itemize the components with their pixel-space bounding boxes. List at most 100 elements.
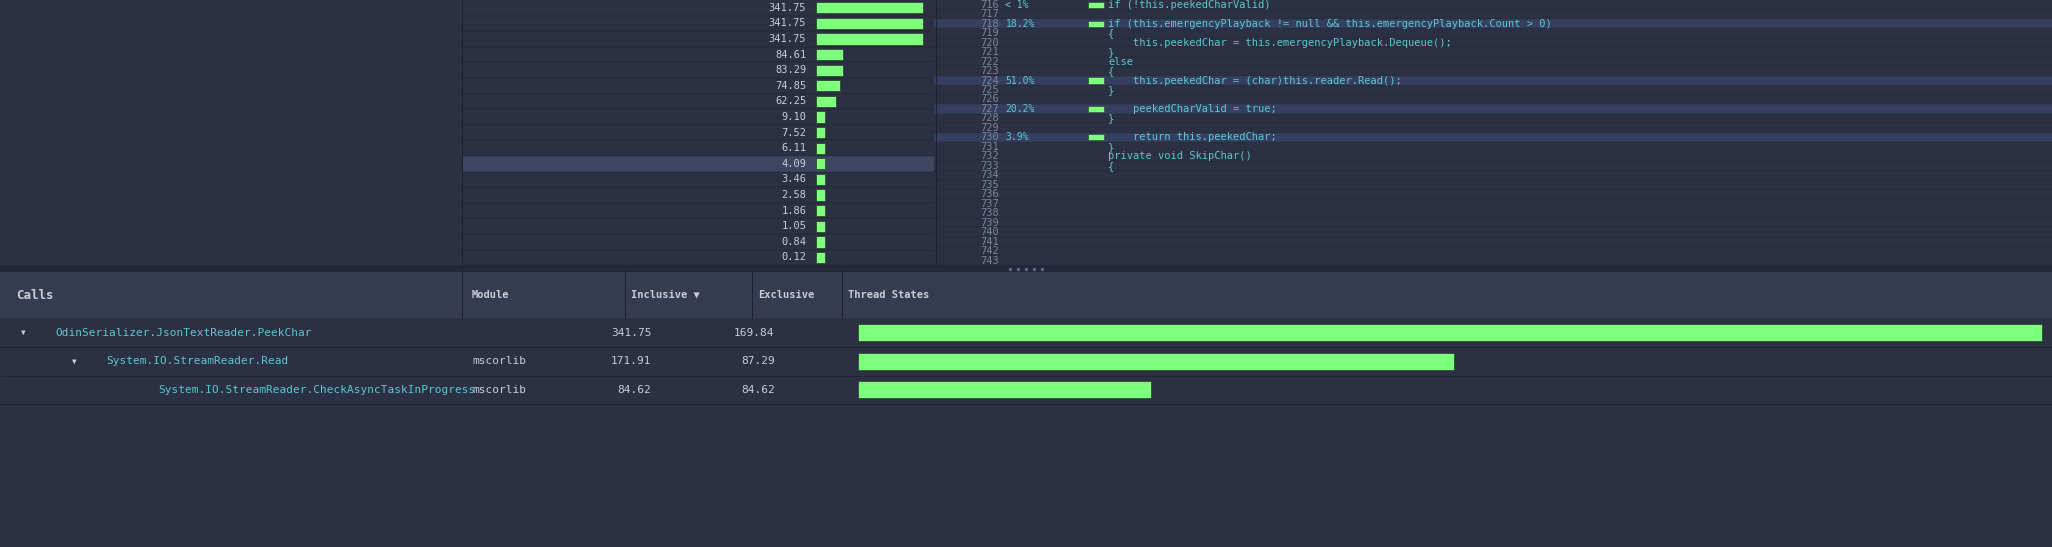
Text: System.IO.StreamReader.Read: System.IO.StreamReader.Read (107, 356, 289, 366)
FancyBboxPatch shape (817, 18, 923, 29)
Text: Thread States: Thread States (847, 290, 930, 300)
Text: 727: 727 (981, 104, 999, 114)
Text: peekedCharValid = true;: peekedCharValid = true; (1108, 104, 1276, 114)
Text: 0.12: 0.12 (782, 253, 806, 263)
FancyBboxPatch shape (817, 2, 923, 14)
Text: ▼: ▼ (21, 328, 25, 337)
FancyBboxPatch shape (817, 49, 843, 60)
FancyBboxPatch shape (0, 265, 2052, 272)
Text: 742: 742 (981, 246, 999, 256)
Text: return this.peekedChar;: return this.peekedChar; (1108, 132, 1276, 142)
FancyBboxPatch shape (817, 33, 923, 45)
Text: 737: 737 (981, 199, 999, 209)
Text: }: } (1108, 85, 1114, 95)
Text: 733: 733 (981, 161, 999, 171)
FancyBboxPatch shape (934, 132, 2052, 142)
FancyBboxPatch shape (817, 127, 825, 138)
Text: 341.75: 341.75 (611, 328, 650, 337)
Text: mscorlib: mscorlib (472, 356, 525, 366)
Text: 732: 732 (981, 152, 999, 161)
Text: mscorlib: mscorlib (472, 385, 525, 395)
FancyBboxPatch shape (858, 381, 1151, 398)
Text: Inclusive ▼: Inclusive ▼ (630, 290, 700, 300)
Text: ▼: ▼ (72, 357, 76, 366)
Text: 84.62: 84.62 (741, 385, 776, 395)
Text: System.IO.StreamReader.CheckAsyncTaskInProgress: System.IO.StreamReader.CheckAsyncTaskInP… (158, 385, 476, 395)
Text: < 1%: < 1% (1005, 0, 1028, 10)
Text: {: { (1108, 161, 1114, 171)
FancyBboxPatch shape (0, 272, 2052, 318)
Text: if (this.emergencyPlayback != null && this.emergencyPlayback.Count > 0): if (this.emergencyPlayback != null && th… (1108, 19, 1551, 28)
Text: 743: 743 (981, 255, 999, 265)
Text: 84.62: 84.62 (618, 385, 650, 395)
Text: 724: 724 (981, 75, 999, 85)
Text: 84.61: 84.61 (776, 50, 806, 60)
Text: {: { (1108, 66, 1114, 76)
FancyBboxPatch shape (934, 104, 2052, 114)
FancyBboxPatch shape (858, 324, 2042, 341)
Text: else: else (1108, 56, 1133, 67)
Text: 735: 735 (981, 180, 999, 190)
Text: 18.2%: 18.2% (1005, 19, 1034, 28)
Text: 6.11: 6.11 (782, 143, 806, 153)
FancyBboxPatch shape (858, 353, 1453, 370)
Text: 341.75: 341.75 (770, 19, 806, 28)
Text: private void SkipChar(): private void SkipChar() (1108, 152, 1252, 161)
FancyBboxPatch shape (817, 205, 825, 216)
FancyBboxPatch shape (462, 156, 934, 172)
Text: 83.29: 83.29 (776, 65, 806, 75)
Text: 723: 723 (981, 66, 999, 76)
Text: 9.10: 9.10 (782, 112, 806, 122)
Text: 738: 738 (981, 208, 999, 218)
FancyBboxPatch shape (817, 252, 825, 263)
Text: 725: 725 (981, 85, 999, 95)
FancyBboxPatch shape (934, 76, 2052, 85)
Text: this.peekedChar = (char)this.reader.Read();: this.peekedChar = (char)this.reader.Read… (1108, 75, 1402, 85)
Text: 341.75: 341.75 (770, 34, 806, 44)
FancyBboxPatch shape (817, 112, 825, 123)
Text: Module: Module (472, 290, 509, 300)
FancyBboxPatch shape (817, 220, 825, 232)
Text: 728: 728 (981, 113, 999, 124)
FancyBboxPatch shape (817, 65, 843, 76)
Text: 2.58: 2.58 (782, 190, 806, 200)
Text: 731: 731 (981, 142, 999, 152)
FancyBboxPatch shape (817, 189, 825, 201)
Text: 726: 726 (981, 95, 999, 104)
Text: 341.75: 341.75 (770, 3, 806, 13)
FancyBboxPatch shape (1088, 78, 1104, 84)
Text: 717: 717 (981, 9, 999, 19)
Text: 4.09: 4.09 (782, 159, 806, 169)
Text: 718: 718 (981, 19, 999, 28)
Text: {: { (1108, 28, 1114, 38)
Text: 7.52: 7.52 (782, 127, 806, 138)
Text: }: } (1108, 113, 1114, 124)
FancyBboxPatch shape (934, 19, 2052, 28)
Text: this.peekedChar = this.emergencyPlayback.Dequeue();: this.peekedChar = this.emergencyPlayback… (1108, 38, 1453, 48)
Text: 169.84: 169.84 (735, 328, 776, 337)
Text: 719: 719 (981, 28, 999, 38)
Text: 51.0%: 51.0% (1005, 75, 1034, 85)
Text: 736: 736 (981, 189, 999, 199)
FancyBboxPatch shape (1088, 106, 1104, 112)
Text: 1.05: 1.05 (782, 222, 806, 231)
Text: 741: 741 (981, 237, 999, 247)
Text: }: } (1108, 47, 1114, 57)
FancyBboxPatch shape (817, 96, 835, 107)
Text: 3.9%: 3.9% (1005, 132, 1028, 142)
Text: }: } (1108, 142, 1114, 152)
Text: 720: 720 (981, 38, 999, 48)
Text: 3.46: 3.46 (782, 174, 806, 184)
Text: if (!this.peekedCharValid): if (!this.peekedCharValid) (1108, 0, 1270, 10)
Text: 739: 739 (981, 218, 999, 228)
Text: 722: 722 (981, 56, 999, 67)
Text: 734: 734 (981, 170, 999, 181)
Text: 1.86: 1.86 (782, 206, 806, 216)
Text: 20.2%: 20.2% (1005, 104, 1034, 114)
Text: 87.29: 87.29 (741, 356, 776, 366)
FancyBboxPatch shape (817, 80, 839, 91)
Text: 716: 716 (981, 0, 999, 10)
FancyBboxPatch shape (817, 158, 825, 170)
Text: Exclusive: Exclusive (759, 290, 815, 300)
Text: 729: 729 (981, 123, 999, 133)
